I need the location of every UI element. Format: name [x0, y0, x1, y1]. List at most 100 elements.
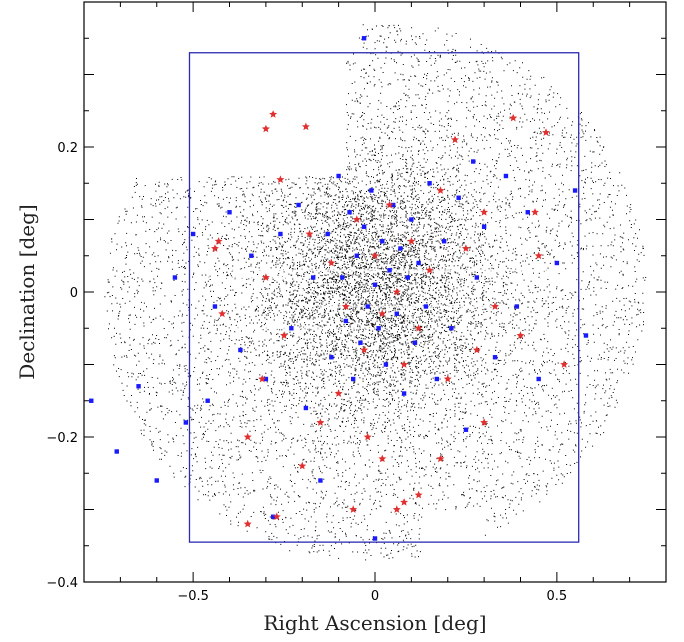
blue-square-point: [303, 405, 309, 411]
red-star-point: [363, 432, 372, 441]
red-star-point: [214, 237, 223, 245]
background-dots-layer: [104, 24, 647, 561]
red-star-point: [407, 237, 416, 245]
blue-square-point: [387, 268, 392, 273]
y-tick-label: 0: [70, 286, 78, 301]
blue-square-point: [114, 449, 119, 454]
blue-square-point: [318, 478, 323, 483]
red-star-point: [305, 229, 314, 238]
blue-square-point: [449, 326, 454, 331]
blue-square-point: [456, 195, 461, 200]
red-star-point: [211, 244, 219, 252]
blue-square-point: [398, 246, 403, 251]
blue-square-point: [183, 420, 189, 425]
blue-square-point: [354, 253, 360, 258]
blue-square-point: [278, 231, 283, 237]
x-tick-label: 0.5: [547, 589, 568, 604]
red-star-point: [531, 208, 539, 216]
chip-gap-streak: [320, 305, 503, 308]
blue-square-point: [249, 253, 254, 258]
chip-gap-streak: [222, 269, 550, 272]
blue-square-point: [325, 231, 330, 237]
red-star-point: [349, 505, 358, 513]
blue-square-point: [536, 376, 541, 382]
red-star-point: [341, 302, 350, 310]
red-star-point: [385, 200, 394, 209]
blue-square-point: [329, 355, 334, 360]
x-tick-label: −0.5: [177, 589, 209, 604]
blue-square-point: [365, 304, 370, 309]
red-star-point: [352, 215, 361, 223]
red-star-point: [461, 244, 470, 252]
red-star-point: [272, 512, 281, 521]
blue-square-point: [554, 260, 560, 266]
blue-square-point: [361, 224, 367, 229]
red-star-point: [392, 505, 401, 513]
blue-square-point: [310, 275, 316, 280]
red-star-point: [316, 418, 325, 426]
y-tick-label: −0.2: [46, 431, 78, 446]
blue-square-point: [412, 340, 418, 345]
red-star-point: [378, 454, 387, 463]
red-star-point: [560, 360, 569, 368]
blue-square-point: [583, 333, 589, 338]
red-star-point: [480, 418, 489, 426]
x-axis-title: Right Ascension [deg]: [263, 611, 486, 635]
blue-square-point: [296, 202, 301, 208]
red-star-point: [261, 273, 270, 281]
blue-square-point: [405, 275, 410, 280]
blue-square-point: [369, 188, 374, 193]
blue-square-point: [343, 318, 349, 324]
blue-square-point: [190, 231, 196, 237]
red-star-point: [298, 461, 307, 470]
blue-square-point: [154, 478, 159, 483]
red-star-point: [360, 345, 369, 354]
blue-square-point: [525, 210, 530, 215]
red-star-point: [243, 432, 252, 441]
blue-square-point: [572, 188, 578, 193]
blue-square-point: [401, 391, 407, 396]
red-star-point: [261, 124, 270, 133]
red-star-point: [301, 122, 310, 131]
blue-square-point: [340, 275, 345, 280]
red-star-point: [269, 110, 278, 118]
data-marks-layer: [89, 36, 589, 541]
red-star-point: [371, 251, 379, 260]
blue-square-point: [270, 514, 276, 519]
blue-square-point: [390, 202, 396, 208]
blue-square-point: [372, 282, 378, 287]
red-star-point: [509, 113, 518, 122]
blue-square-point: [350, 376, 356, 382]
red-star-point: [218, 309, 227, 318]
red-star-point: [258, 374, 267, 383]
blue-square-point: [372, 536, 378, 541]
red-star-point: [491, 302, 499, 310]
red-star-point: [400, 360, 409, 368]
blue-square-point: [423, 304, 429, 309]
blue-square-point: [434, 376, 440, 382]
red-star-point: [516, 331, 525, 339]
blue-square-point: [376, 326, 381, 331]
blue-square-point: [238, 347, 243, 353]
red-star-point: [480, 208, 489, 216]
blue-square-point: [89, 398, 94, 403]
red-star-point: [534, 251, 543, 260]
blue-square-point: [409, 217, 414, 222]
blue-square-point: [136, 384, 141, 389]
blue-square-point: [481, 224, 487, 229]
blue-square-point: [394, 311, 400, 316]
red-star-point: [414, 324, 423, 332]
blue-square-point: [227, 210, 232, 215]
background-dots: [104, 24, 647, 561]
blue-square-point: [471, 159, 476, 164]
blue-square-point: [172, 275, 178, 280]
red-star-point: [276, 175, 285, 183]
blue-square-point: [205, 398, 210, 403]
field-boundary-box: [188, 52, 580, 543]
red-star-point: [400, 498, 409, 506]
x-tick-label: 0: [371, 589, 379, 604]
blue-square-point: [361, 36, 367, 41]
blue-square-point: [263, 376, 269, 382]
blue-square-point: [383, 362, 389, 367]
